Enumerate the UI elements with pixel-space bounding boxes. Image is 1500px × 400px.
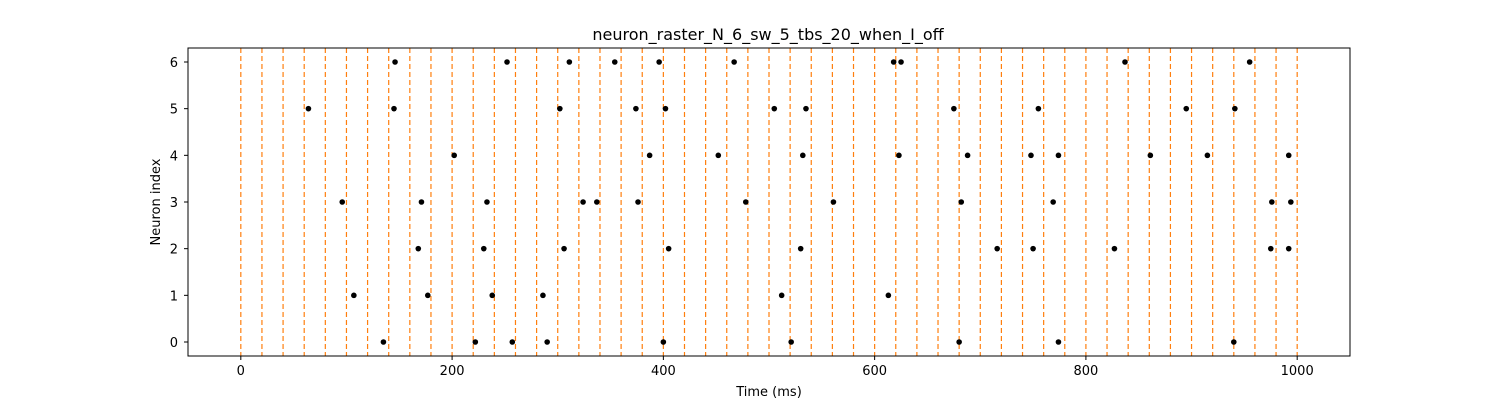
y-tick-label: 0 bbox=[170, 336, 178, 351]
spike-point bbox=[1035, 105, 1042, 112]
spike-point bbox=[964, 152, 971, 159]
spike-point bbox=[580, 199, 586, 205]
spike-point bbox=[800, 152, 806, 159]
x-tick-label: 0 bbox=[237, 364, 245, 379]
spike-point bbox=[1147, 152, 1154, 159]
x-axis-label: Time (ms) bbox=[735, 385, 802, 400]
spike-points-layer bbox=[305, 59, 1294, 345]
spike-point bbox=[1111, 245, 1118, 252]
spike-point bbox=[561, 245, 567, 252]
spike-point bbox=[803, 105, 809, 112]
spike-point bbox=[484, 199, 490, 205]
spike-point bbox=[1055, 339, 1062, 345]
spike-point bbox=[339, 199, 346, 205]
spike-point bbox=[1030, 245, 1036, 252]
spike-point bbox=[742, 199, 749, 205]
spike-point bbox=[1231, 339, 1237, 345]
spike-point bbox=[489, 292, 496, 299]
y-tick-label: 5 bbox=[170, 103, 178, 118]
spike-point bbox=[956, 339, 962, 345]
spike-point bbox=[1055, 152, 1062, 159]
spike-point bbox=[830, 199, 837, 205]
spike-point bbox=[715, 152, 722, 159]
spike-point bbox=[1288, 199, 1294, 205]
spike-point bbox=[1204, 152, 1211, 159]
spike-point bbox=[566, 59, 573, 65]
spike-point bbox=[633, 105, 639, 112]
x-tick-label: 1000 bbox=[1281, 364, 1314, 379]
spike-point bbox=[656, 59, 662, 65]
spike-point bbox=[611, 59, 618, 65]
spike-point bbox=[797, 245, 804, 252]
spike-point bbox=[958, 199, 965, 205]
spike-point bbox=[472, 339, 479, 345]
spike-point bbox=[544, 339, 550, 345]
chart-title: neuron_raster_N_6_sw_5_tbs_20_when_I_off bbox=[592, 25, 944, 45]
spike-point bbox=[1285, 152, 1292, 159]
spike-point bbox=[665, 245, 672, 252]
x-axis: 0 200 400 600 800 1000 bbox=[237, 356, 1314, 379]
y-tick-label: 6 bbox=[170, 56, 178, 71]
x-tick-label: 200 bbox=[440, 364, 465, 379]
spike-point bbox=[1285, 245, 1292, 252]
y-tick-label: 4 bbox=[170, 149, 178, 164]
spike-point bbox=[771, 105, 778, 112]
spike-point bbox=[392, 59, 398, 65]
spike-point bbox=[480, 245, 487, 252]
spike-point bbox=[1269, 199, 1275, 205]
spike-point bbox=[788, 339, 794, 345]
spike-point bbox=[351, 292, 357, 299]
spike-point bbox=[951, 105, 957, 112]
spike-point bbox=[557, 105, 563, 112]
spike-point bbox=[896, 152, 902, 159]
spike-point bbox=[890, 59, 897, 65]
spike-point bbox=[635, 199, 641, 205]
spike-point bbox=[540, 292, 546, 299]
spike-point bbox=[380, 339, 387, 345]
spike-point bbox=[424, 292, 431, 299]
x-tick-label: 600 bbox=[862, 364, 887, 379]
plot-area bbox=[187, 47, 1351, 357]
spike-point bbox=[305, 105, 312, 112]
spike-point bbox=[731, 59, 737, 65]
spike-point bbox=[1246, 59, 1253, 65]
spike-point bbox=[898, 59, 904, 65]
y-axis-label: Neuron index bbox=[149, 158, 164, 245]
spike-point bbox=[646, 152, 653, 159]
spike-point bbox=[415, 245, 422, 252]
x-tick-label: 400 bbox=[651, 364, 676, 379]
spike-point bbox=[885, 292, 892, 299]
spike-point bbox=[504, 59, 510, 65]
y-tick-label: 1 bbox=[170, 289, 178, 304]
x-tick-label: 800 bbox=[1073, 364, 1098, 379]
spike-point bbox=[509, 339, 516, 345]
spike-point bbox=[418, 199, 425, 205]
spike-point bbox=[1028, 152, 1034, 159]
y-tick-label: 2 bbox=[170, 243, 178, 258]
spike-point bbox=[1267, 245, 1274, 252]
spike-point bbox=[1122, 59, 1128, 65]
spike-point bbox=[662, 105, 669, 112]
spike-point bbox=[660, 339, 667, 345]
spike-point bbox=[994, 245, 1000, 252]
spike-point bbox=[451, 152, 458, 159]
spike-point bbox=[391, 105, 397, 112]
spike-point bbox=[778, 292, 785, 299]
spike-point bbox=[1050, 199, 1056, 205]
spike-point bbox=[1183, 105, 1190, 112]
y-axis: 0 1 2 3 4 5 6 bbox=[170, 56, 188, 351]
spike-point bbox=[1232, 105, 1238, 112]
spike-point bbox=[594, 199, 600, 205]
y-tick-label: 3 bbox=[170, 196, 178, 211]
